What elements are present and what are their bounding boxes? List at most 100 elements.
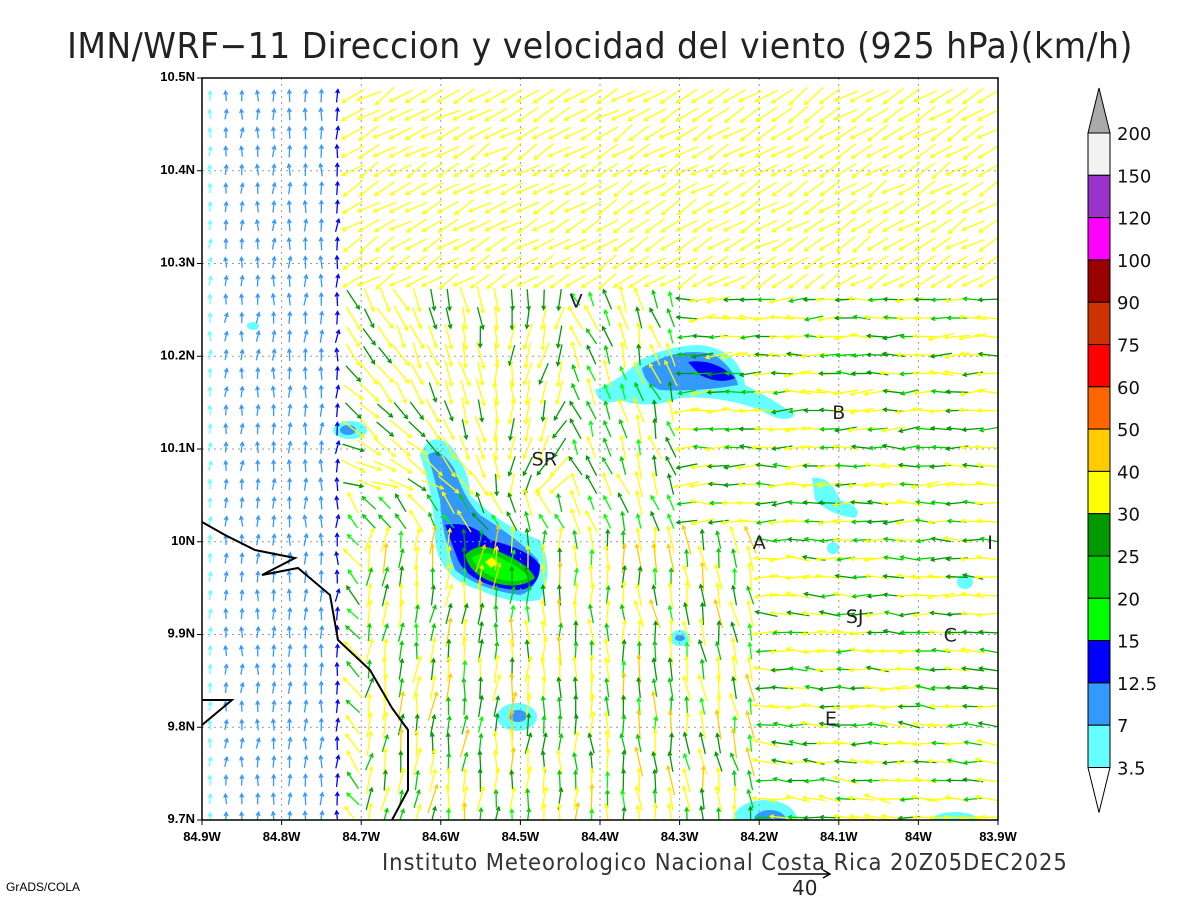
wind-arrow [882, 388, 904, 394]
wind-arrow [341, 220, 365, 232]
wind-arrow [412, 747, 422, 776]
wind-arrow [255, 237, 261, 250]
wind-arrow [484, 256, 507, 269]
wind-arrow [340, 108, 365, 122]
wind-arrow [367, 802, 374, 820]
wind-arrow [602, 471, 613, 497]
wind-arrow [286, 162, 292, 176]
wind-arrow [958, 482, 988, 488]
wind-arrow [318, 143, 324, 158]
wind-arrow [834, 482, 857, 488]
wind-arrow [207, 256, 213, 268]
wind-arrow [389, 237, 412, 251]
wind-arrow [303, 273, 309, 288]
wind-arrow [834, 257, 857, 269]
wind-arrow [660, 161, 681, 179]
wind-arrow [533, 143, 554, 160]
wind-arrow [429, 748, 437, 775]
wind-arrow [492, 453, 501, 480]
wind-arrow [287, 421, 293, 435]
wind-arrow [302, 421, 308, 436]
wind-arrow [569, 400, 582, 420]
wind-arrow [239, 607, 245, 620]
wind-arrow [699, 787, 705, 810]
wind-arrow [341, 126, 365, 140]
wind-arrow [255, 514, 261, 527]
wind-arrow [912, 721, 938, 728]
wind-arrow [850, 182, 873, 196]
wind-arrow [483, 127, 508, 140]
wind-arrow [787, 236, 809, 252]
wind-arrow [894, 407, 924, 415]
wind-arrow [947, 217, 967, 235]
wind-arrow [346, 533, 360, 546]
wind-arrow [634, 470, 644, 498]
wind-arrow [484, 107, 508, 122]
wind-arrow [431, 805, 437, 820]
wind-arrow [383, 807, 389, 820]
wind-arrow [540, 400, 546, 423]
wind-arrow [739, 199, 761, 215]
wind-arrow [569, 489, 581, 516]
wind-arrow [665, 455, 677, 476]
wind-arrow [745, 746, 755, 777]
wind-arrow [729, 692, 740, 720]
wind-arrow [302, 810, 308, 820]
wind-arrow [207, 515, 213, 527]
wind-arrow [897, 704, 921, 710]
wind-arrow [446, 807, 452, 820]
wind-arrow [287, 699, 293, 713]
wind-arrow [866, 427, 888, 432]
wind-arrow [271, 440, 277, 454]
wind-arrow [319, 421, 325, 436]
wind-arrow [693, 371, 712, 377]
wind-arrow [848, 556, 874, 562]
wind-arrow [271, 163, 277, 176]
wind-arrow [913, 759, 937, 765]
wind-arrow [388, 163, 412, 177]
wind-arrow [573, 620, 579, 644]
wind-arrow [769, 314, 795, 320]
wind-arrow [517, 143, 538, 161]
wind-arrow [446, 288, 452, 312]
wind-arrow [507, 435, 516, 461]
wind-arrow [286, 236, 292, 250]
wind-arrow [318, 569, 324, 584]
wind-arrow [621, 542, 627, 574]
wind-arrow [475, 378, 486, 407]
wind-arrow [706, 201, 730, 213]
wind-arrow [399, 807, 405, 820]
wind-arrow [491, 562, 502, 591]
wind-arrow [740, 217, 761, 234]
wind-arrow [557, 769, 563, 791]
wind-arrow [335, 273, 341, 288]
wind-arrow [642, 90, 667, 103]
wind-arrow [715, 582, 721, 608]
wind-arrow [515, 183, 540, 195]
wind-arrow [287, 144, 293, 158]
wind-arrow [571, 363, 580, 382]
wind-arrow [239, 292, 245, 305]
wind-arrow [207, 792, 213, 804]
wind-arrow [239, 107, 245, 120]
wind-arrow [833, 813, 858, 820]
wind-arrow [406, 457, 428, 476]
wind-arrow [713, 598, 724, 629]
wind-arrow [342, 255, 363, 271]
wind-arrow [684, 548, 690, 568]
wind-arrow [915, 537, 935, 544]
wind-arrow [207, 608, 213, 619]
wind-arrow [405, 274, 428, 288]
wind-arrow [366, 543, 372, 573]
wind-arrow [407, 493, 426, 512]
wind-arrow [690, 518, 715, 526]
wind-arrow [405, 182, 428, 195]
wind-arrow [425, 398, 440, 424]
wind-arrow [239, 311, 245, 324]
wind-arrow [722, 145, 747, 158]
wind-arrow [477, 399, 485, 423]
wind-arrow [342, 443, 366, 453]
colorbar-swatch [1087, 386, 1111, 430]
wind-arrow [643, 257, 667, 269]
wind-arrow [865, 370, 889, 376]
